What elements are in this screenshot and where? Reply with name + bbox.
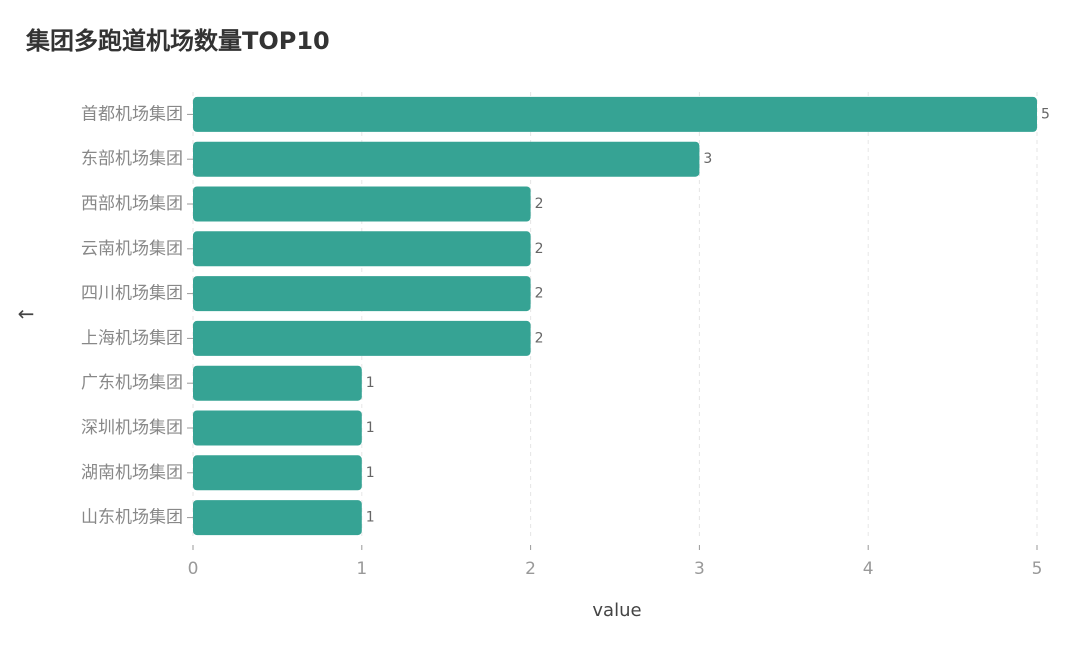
bar xyxy=(193,500,362,536)
bar xyxy=(193,231,531,267)
bar xyxy=(193,276,531,312)
y-tick-label: 广东机场集团 xyxy=(81,373,183,393)
y-tick-label: 东部机场集团 xyxy=(81,149,183,169)
value-label: 3 xyxy=(703,151,712,167)
value-label: 5 xyxy=(1041,106,1050,122)
y-tick-label: 深圳机场集团 xyxy=(81,418,183,438)
x-tick-label: 5 xyxy=(1032,559,1043,579)
y-tick-label: 云南机场集团 xyxy=(81,239,183,259)
bar xyxy=(193,96,1037,132)
value-label: 1 xyxy=(366,510,375,526)
y-tick-label: 首都机场集团 xyxy=(81,104,183,124)
bar xyxy=(193,365,362,401)
x-tick-label: 3 xyxy=(694,559,705,579)
value-label: 2 xyxy=(535,330,544,346)
bar xyxy=(193,455,362,491)
value-label: 2 xyxy=(535,196,544,212)
bar xyxy=(193,186,531,222)
y-tick-label: 四川机场集团 xyxy=(81,284,183,304)
y-tick-label: 山东机场集团 xyxy=(81,508,183,528)
value-label: 1 xyxy=(366,375,375,391)
value-label: 2 xyxy=(535,286,544,302)
x-axis-label: value xyxy=(592,600,641,621)
value-label: 1 xyxy=(366,420,375,436)
value-label: 2 xyxy=(535,241,544,257)
x-tick-label: 2 xyxy=(525,559,536,579)
bar xyxy=(193,320,531,356)
value-label: 1 xyxy=(366,465,375,481)
bar xyxy=(193,410,362,446)
y-tick-label: 西部机场集团 xyxy=(81,194,183,214)
y-axis-label: ← xyxy=(18,302,35,326)
chart-title: 集团多跑道机场数量TOP10 xyxy=(25,27,330,55)
x-tick-label: 4 xyxy=(863,559,874,579)
x-tick-label: 0 xyxy=(188,559,199,579)
y-tick-label: 上海机场集团 xyxy=(81,328,183,348)
x-tick-label: 1 xyxy=(356,559,367,579)
y-tick-label: 湖南机场集团 xyxy=(81,463,183,483)
bar xyxy=(193,141,700,177)
